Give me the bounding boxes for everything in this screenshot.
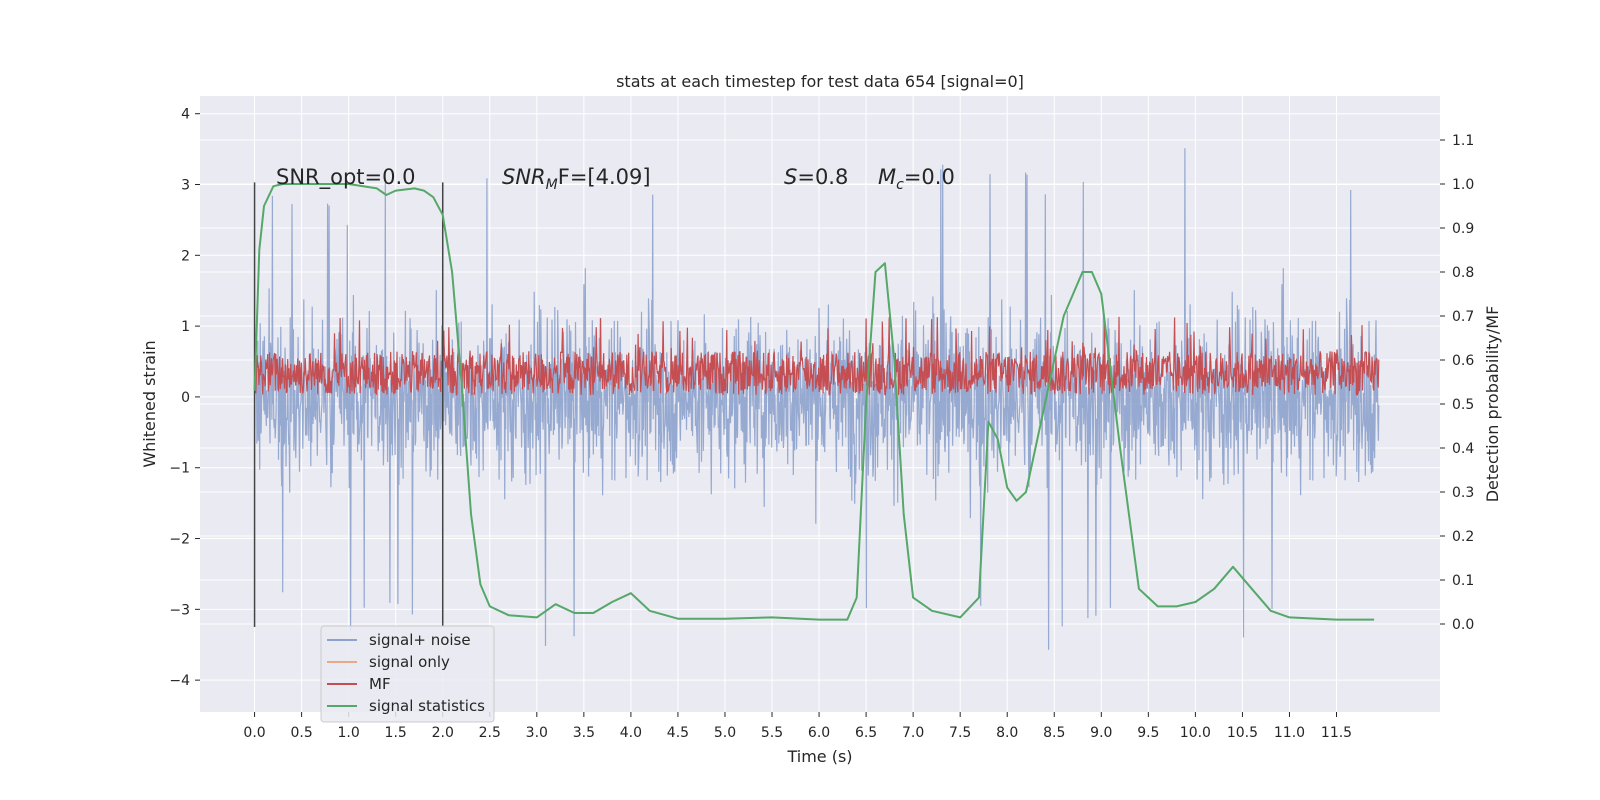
annotation-mc-rest: =0.0 [904, 165, 955, 189]
x-tick-label: 3.0 [526, 725, 548, 741]
annotations: SNR_opt=0.0 SNRMF=[4.09] S=0.8 Mc=0.0 [276, 165, 955, 193]
series-signal-statistics [253, 183, 1375, 621]
y2-tick-label: 0.6 [1452, 353, 1474, 369]
x-tick-label: 9.0 [1090, 725, 1112, 741]
x-tick-label: 2.0 [432, 725, 454, 741]
y2-axis-ticks: 1.1 1.0 0.9 0.8 0.7 0.6 0.5 0.4 0.3 0.2 0.1 0.0 [1440, 133, 1474, 633]
x-tick-label: 0.0 [243, 725, 265, 741]
x-tick-label: 6.0 [808, 725, 830, 741]
chart-title: stats at each timestep for test data 654… [616, 72, 1024, 91]
legend-label-signal-only: signal only [369, 653, 450, 671]
y-tick-label: −1 [169, 461, 190, 477]
annotation-s: S=0.8 [784, 165, 848, 189]
annotation-snr-mf-main: SNR [502, 165, 546, 189]
annotation-mc: Mc=0.0 [878, 165, 955, 193]
y2-tick-label: 0.0 [1452, 617, 1474, 633]
x-tick-label: 8.0 [996, 725, 1018, 741]
x-tick-label: 10.5 [1227, 725, 1258, 741]
x-tick-label: 4.5 [667, 725, 689, 741]
x-tick-label: 11.5 [1321, 725, 1352, 741]
series-mf [254, 316, 1380, 397]
x-tick-label: 7.5 [949, 725, 971, 741]
y2-tick-label: 1.0 [1452, 177, 1474, 193]
annotation-snr-mf: SNRMF=[4.09] [502, 165, 651, 193]
x-axis-label: Time (s) [786, 747, 852, 766]
legend-box [320, 625, 495, 723]
annotation-snr-mf-rest: F=[4.09] [558, 165, 651, 189]
legend: signal+ noise signal only MF signal stat… [320, 625, 495, 723]
annotation-s-main: S [784, 165, 797, 189]
y-axis-label: Whitened strain [140, 340, 159, 467]
x-tick-label: 7.0 [902, 725, 924, 741]
x-tick-label: 5.5 [761, 725, 783, 741]
y2-tick-label: 0.2 [1452, 529, 1474, 545]
y2-tick-label: 0.3 [1452, 485, 1474, 501]
legend-label-signal-noise: signal+ noise [369, 631, 471, 649]
x-tick-label: 2.5 [479, 725, 501, 741]
x-tick-label: 10.0 [1180, 725, 1211, 741]
annotation-s-rest: =0.8 [797, 165, 848, 189]
y-tick-label: −2 [169, 532, 190, 548]
y-tick-label: −3 [169, 602, 190, 618]
y2-tick-label: 0.1 [1452, 573, 1474, 589]
event-markers [253, 182, 444, 628]
y-tick-label: 0 [181, 390, 190, 406]
y2-tick-label: 1.1 [1452, 133, 1474, 149]
y-tick-label: 4 [181, 107, 190, 123]
y-tick-label: 1 [181, 319, 190, 335]
legend-label-signal-statistics: signal statistics [369, 697, 485, 715]
legend-label-mf: MF [369, 675, 391, 693]
y-axis-ticks: 4 3 2 1 0 −1 −2 −3 −4 [169, 107, 200, 689]
y2-tick-label: 0.9 [1452, 221, 1474, 237]
x-tick-label: 6.5 [855, 725, 877, 741]
x-tick-label: 4.0 [620, 725, 642, 741]
x-axis-ticks: 0.0 0.5 1.0 1.5 2.0 2.5 3.0 3.5 4.0 4.5 5.0 5.5 6.0 6… [243, 712, 1352, 741]
annotation-mc-main: M [878, 165, 896, 189]
y-tick-label: 3 [181, 178, 190, 194]
x-tick-label: 11.0 [1274, 725, 1305, 741]
x-tick-label: 1.0 [338, 725, 360, 741]
signal-statistics-line [253, 183, 1375, 621]
annotation-snr-mf-sub: M [546, 177, 558, 193]
y2-axis-label: Detection probability/MF [1483, 306, 1502, 503]
y2-tick-label: 0.5 [1452, 397, 1474, 413]
grid [200, 96, 1440, 712]
x-tick-label: 3.5 [573, 725, 595, 741]
x-tick-label: 9.5 [1137, 725, 1159, 741]
x-tick-label: 5.0 [714, 725, 736, 741]
y-tick-label: −4 [169, 673, 190, 689]
signal-noise-line [254, 148, 1380, 650]
mf-line [254, 316, 1380, 397]
y2-tick-label: 0.4 [1452, 441, 1474, 457]
series-signal-noise [254, 148, 1380, 650]
annotation-mc-sub: c [896, 177, 904, 193]
x-tick-label: 1.5 [385, 725, 407, 741]
x-tick-label: 0.5 [290, 725, 312, 741]
y2-tick-label: 0.7 [1452, 309, 1474, 325]
y2-tick-label: 0.8 [1452, 265, 1474, 281]
annotation-snr-opt: SNR_opt=0.0 [276, 165, 416, 190]
x-tick-label: 8.5 [1043, 725, 1065, 741]
y-tick-label: 2 [181, 248, 190, 264]
